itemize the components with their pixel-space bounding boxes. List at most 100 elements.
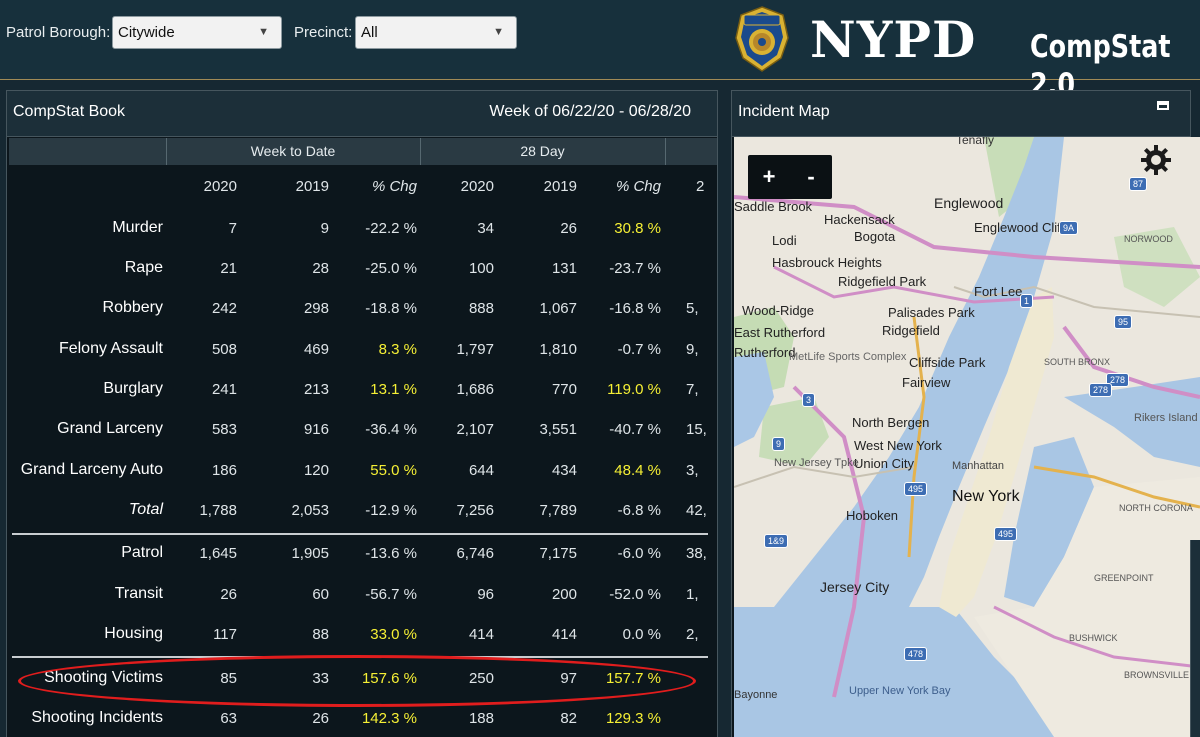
map-place-label: Rutherford	[734, 345, 796, 360]
table-cell: 63	[220, 710, 237, 727]
row-separator	[12, 533, 708, 535]
table-cell: 0.0 %	[622, 626, 661, 643]
map-place-label: Fort Lee	[974, 284, 1023, 299]
table-cell: 38,	[686, 545, 707, 562]
patrol-borough-select[interactable]: Citywide ▼	[112, 16, 282, 49]
table-cell: 1,686	[456, 381, 494, 398]
highway-shield-icon: 478	[904, 647, 928, 661]
divider	[420, 138, 421, 165]
map-place-label: BUSHWICK	[1069, 633, 1118, 643]
table-cell: 7,175	[539, 545, 577, 562]
table-cell: 434	[551, 462, 577, 479]
table-cell: -12.9 %	[365, 502, 417, 519]
divider	[166, 138, 167, 165]
panel-title: Incident Map	[738, 103, 830, 120]
gear-icon[interactable]	[1140, 144, 1172, 176]
table-cell: 583	[211, 421, 237, 438]
table-cell: 414	[551, 626, 577, 643]
map-place-label: Ridgefield	[882, 323, 940, 338]
column-header: 2020	[460, 178, 494, 195]
table-cell: 1,645	[199, 545, 237, 562]
highway-shield-icon: 278	[1089, 383, 1113, 397]
total-row-label: Total	[128, 501, 163, 518]
precinct-select[interactable]: All ▼	[355, 16, 517, 49]
map-place-label: Hasbrouck Heights	[772, 255, 882, 270]
table-cell: -0.7 %	[617, 341, 661, 358]
table-cell: -56.7 %	[365, 586, 417, 603]
table-cell: 1,905	[291, 545, 329, 562]
panel-header: CompStat Book Week of 06/22/20 - 06/28/2…	[7, 91, 717, 137]
incident-map[interactable]: Tenafly Saddle Brook Hackensack Englewood En…	[734, 137, 1200, 737]
table-cell: 88	[312, 626, 329, 643]
table-cell: 1,797	[456, 341, 494, 358]
table-cell: 242	[211, 300, 237, 317]
zoom-out-button[interactable]: -	[807, 164, 815, 189]
table-cell: 298	[303, 300, 329, 317]
side-panel-edge	[1190, 540, 1200, 737]
highway-shield-icon: 1&9	[764, 534, 789, 548]
map-place-label: Wood-Ridge	[742, 303, 815, 318]
map-place-label: Union City	[854, 456, 914, 471]
table-cell: 770	[551, 381, 577, 398]
table-cell: 9,	[686, 341, 699, 358]
table-cell: 8.3 %	[378, 341, 417, 358]
map-place-label: Saddle Brook	[734, 199, 813, 214]
row-label: Transit	[114, 585, 163, 602]
table-cell: 129.3 %	[605, 710, 661, 727]
table-cell: 131	[551, 260, 577, 277]
map-place-label: Cliffside Park	[909, 355, 986, 370]
table-cell: 3,	[686, 462, 699, 479]
table-cell: 82	[560, 710, 577, 727]
map-place-label: Jersey City	[820, 579, 890, 595]
minimize-icon[interactable]	[1157, 101, 1169, 110]
table-cell: 6,746	[456, 545, 494, 562]
table-cell: 21	[220, 260, 237, 277]
map-place-label: North Bergen	[852, 415, 930, 430]
map-place-label: Lodi	[772, 233, 797, 248]
column-header: % Chg	[615, 178, 661, 195]
column-header: 2019	[543, 178, 577, 195]
map-place-label: Bogota	[854, 229, 896, 244]
highway-shield-icon: 278	[1106, 373, 1130, 387]
table-cell: 48.4 %	[614, 462, 661, 479]
table-cell: 5,	[686, 300, 699, 317]
row-label: Rape	[124, 259, 163, 276]
table-cell: -16.8 %	[609, 300, 661, 317]
table-cell: 888	[468, 300, 494, 317]
highway-shield-icon: 495	[994, 527, 1018, 541]
table-cell: -40.7 %	[609, 421, 661, 438]
map-place-label: NORWOOD	[1124, 234, 1173, 244]
table-cell: 13.1 %	[370, 381, 417, 398]
row-label: Grand Larceny	[57, 420, 163, 437]
table-cell: -6.0 %	[617, 545, 661, 562]
map-place-label: Ridgefield Park	[838, 274, 927, 289]
table-cell: 414	[468, 626, 494, 643]
table-cell: 469	[303, 341, 329, 358]
map-place-label: Englewood Cliffs	[974, 220, 1071, 235]
week-range: Week of 06/22/20 - 06/28/20	[489, 103, 691, 120]
row-label: Robbery	[102, 299, 163, 316]
highway-shield-icon: 9	[772, 437, 786, 451]
map-place-label: Hackensack	[824, 212, 895, 227]
map-place-label: Hoboken	[846, 508, 899, 523]
map-graphic	[734, 137, 1200, 737]
table-cell: 2,053	[291, 502, 329, 519]
table-cell: 7,789	[539, 502, 577, 519]
table-cell: 3,551	[539, 421, 577, 438]
table-cell: 30.8 %	[614, 220, 661, 237]
table-cell: -23.7 %	[609, 260, 661, 277]
table-cell: -6.8 %	[617, 502, 661, 519]
table-cell: 7,256	[456, 502, 494, 519]
highlight-oval	[18, 655, 696, 707]
divider	[665, 138, 666, 165]
map-place-label: NORTH CORONA	[1119, 503, 1193, 513]
zoom-in-button[interactable]: +	[762, 164, 776, 189]
map-place-label: Tenafly	[956, 137, 995, 147]
column-header: % Chg	[371, 178, 417, 195]
precinct-label: Precinct:	[294, 24, 353, 41]
table-cell: 55.0 %	[370, 462, 417, 479]
table-cell: 213	[303, 381, 329, 398]
column-header: 2019	[295, 178, 329, 195]
table-cell: 120	[303, 462, 329, 479]
map-place-label: New Jersey Tpke	[774, 457, 859, 469]
